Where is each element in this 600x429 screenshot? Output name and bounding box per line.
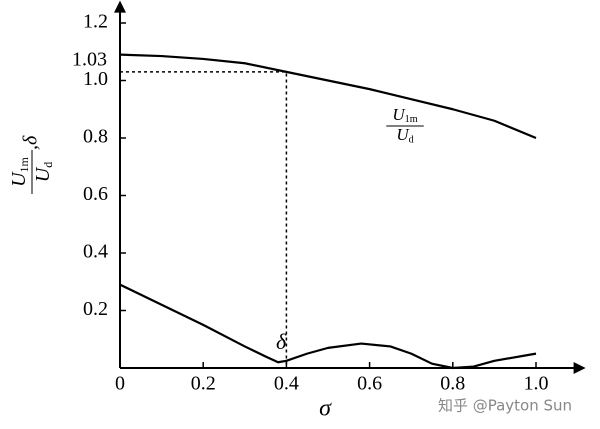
- y-axis-arrow: [114, 0, 126, 13]
- curve-label-num: U1m: [392, 105, 417, 126]
- y-tick-label: 1.0: [83, 68, 108, 90]
- x-axis-label: σ: [319, 396, 332, 422]
- x-tick-label: 0: [115, 373, 125, 395]
- y-axis-label-den: Ud: [32, 162, 55, 182]
- series-line: [119, 283, 537, 370]
- text-part: U: [32, 166, 54, 182]
- x-axis-arrow: [573, 362, 586, 374]
- y-tick-label: 0.2: [83, 298, 108, 320]
- y-tick-label: 1.2: [83, 11, 108, 33]
- reference-label: 1.03: [72, 48, 107, 70]
- y-tick-label: 0.4: [83, 241, 108, 263]
- text-part: d: [41, 162, 55, 168]
- curve-label: δ: [276, 329, 287, 354]
- reference-line: [120, 71, 288, 368]
- text-part: 1m: [17, 156, 31, 172]
- text-part: U: [392, 105, 406, 124]
- watermark: 知乎 @Payton Sun: [438, 397, 572, 415]
- y-axis-label-suffix: ,δ: [20, 135, 42, 150]
- x-tick-label: 0.4: [274, 373, 299, 395]
- x-tick-label: 0.8: [440, 373, 465, 395]
- x-tick-label: 0.2: [191, 373, 216, 395]
- y-tick-label: 0.6: [83, 183, 108, 205]
- text-part: U: [396, 125, 410, 144]
- text-part: 1m: [405, 114, 418, 125]
- y-tick-label: 0.8: [83, 126, 108, 148]
- x-tick-label: 1.0: [524, 373, 549, 395]
- x-tick-label: 0.6: [357, 373, 382, 395]
- text-part: U: [8, 171, 30, 187]
- series-line: [119, 53, 537, 140]
- text-part: d: [409, 135, 414, 146]
- curve-label-den: Ud: [396, 125, 413, 146]
- y-axis-label-num: U1m: [8, 156, 31, 186]
